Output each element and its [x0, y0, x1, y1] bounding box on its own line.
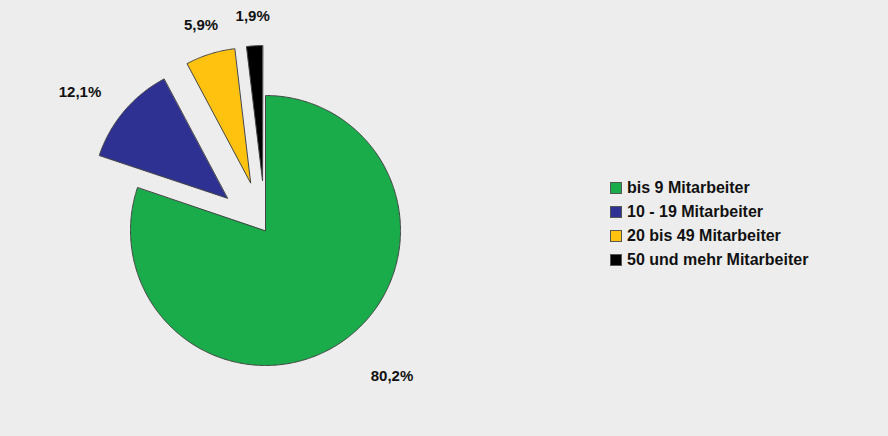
html-text:bis 9 Mitarbeiter: bis 9 Mitarbeiter	[627, 179, 750, 196]
html-text:20 bis 49 Mitarbeiter: 20 bis 49 Mitarbeiter	[627, 227, 781, 244]
html-text:10 - 19 Mitarbeiter: 10 - 19 Mitarbeiter	[627, 203, 764, 220]
svg-text:12,1%: 12,1%	[59, 83, 102, 100]
svg-text:1,9%: 1,9%	[236, 7, 270, 24]
svg-text:80,2%: 80,2%	[371, 367, 414, 384]
html-text:50 und mehr Mitarbeiter: 50 und mehr Mitarbeiter	[627, 251, 809, 268]
svg-text:5,9%: 5,9%	[184, 16, 218, 33]
